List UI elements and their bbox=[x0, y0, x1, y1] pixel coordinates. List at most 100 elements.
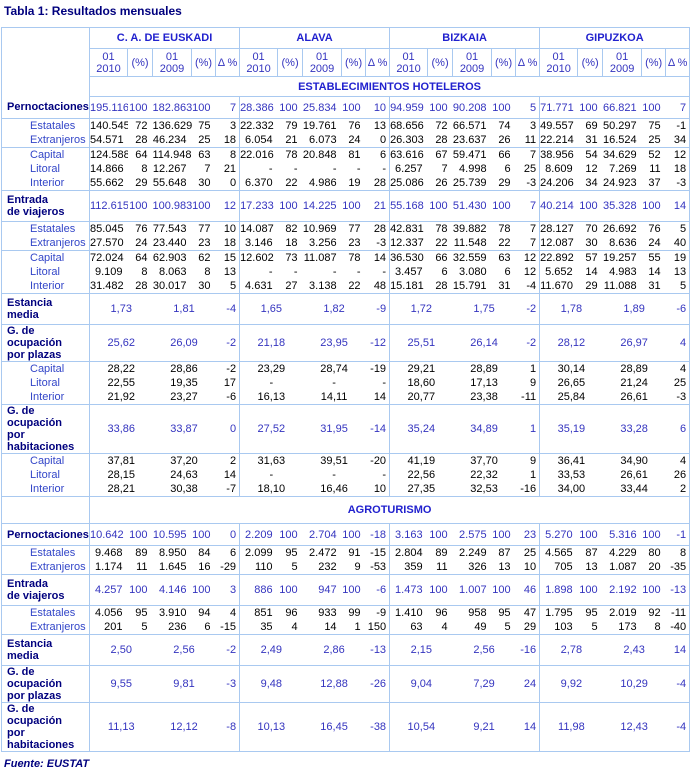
value-cell: 71.771 bbox=[539, 96, 578, 119]
value-cell: 47 bbox=[523, 607, 537, 619]
row-label: Extranjeros bbox=[1, 620, 90, 635]
value-cell: -15 bbox=[370, 547, 387, 559]
value-cell: 1.795 bbox=[539, 605, 578, 620]
value-cell: 2.192 bbox=[602, 574, 642, 606]
value-cell: 78 bbox=[498, 223, 511, 235]
value-cell: 30 bbox=[191, 176, 216, 191]
table-row: G. de ocupación por habitaciones 11,13 12,… bbox=[1, 702, 690, 752]
value-cell: 14.866 bbox=[89, 162, 128, 176]
value-cell: 10,13 bbox=[239, 702, 303, 752]
value-cell: 12,88 bbox=[302, 665, 366, 703]
value-cell: 14 bbox=[585, 266, 598, 278]
value-cell: 9,55 bbox=[89, 665, 153, 703]
corner-cell bbox=[1, 27, 90, 97]
value-cell: 2.209 bbox=[239, 523, 278, 546]
value-cell: 23,27 bbox=[152, 390, 216, 405]
value-cell: - bbox=[332, 163, 337, 175]
value-cell: -1 bbox=[665, 523, 690, 546]
value-cell: 100 bbox=[277, 96, 303, 119]
value-cell: 14 bbox=[665, 190, 690, 222]
value-cell: 14 bbox=[665, 634, 690, 666]
value-cell: 12 bbox=[523, 266, 537, 278]
value-cell: 1 bbox=[530, 469, 537, 481]
value-cell: 15 bbox=[223, 252, 237, 264]
value-cell: 5 bbox=[215, 279, 240, 294]
value-cell: 19.761 bbox=[302, 120, 337, 132]
value-cell: 6 bbox=[504, 163, 511, 175]
value-cell: 18 bbox=[277, 236, 303, 251]
value-cell: 77 bbox=[198, 223, 211, 235]
value-cell: 8.636 bbox=[602, 236, 642, 251]
value-cell: 100 bbox=[277, 523, 303, 546]
value-cell: 11.087 bbox=[303, 252, 337, 264]
value-cell: -53 bbox=[365, 560, 390, 575]
value-cell: 25,84 bbox=[539, 390, 603, 405]
value-cell: 100 bbox=[491, 190, 516, 222]
value-cell: 12,43 bbox=[602, 702, 666, 752]
column-header: Δ % bbox=[515, 48, 540, 77]
value-cell: 21,92 bbox=[89, 390, 153, 405]
value-cell: 4 bbox=[277, 620, 303, 635]
value-cell: 28 bbox=[127, 133, 153, 148]
table-body: C. A. DE EUSKADI ALAVA BIZKAIA GIPUZKOA 01 20… bbox=[1, 27, 690, 752]
value-cell: 100 bbox=[127, 523, 153, 546]
value-cell: 2.575 bbox=[452, 523, 492, 546]
value-cell: - bbox=[356, 266, 361, 278]
value-cell: 14 bbox=[515, 702, 540, 752]
value-cell: 0 bbox=[365, 133, 390, 148]
value-cell: 100 bbox=[577, 190, 603, 222]
value-cell: 87 bbox=[585, 547, 598, 559]
row-label: Estancia media bbox=[1, 293, 90, 325]
value-cell: -38 bbox=[365, 702, 390, 752]
value-cell: 94 bbox=[198, 607, 211, 619]
value-cell: 24,63 bbox=[170, 469, 198, 481]
value-cell: 9,92 bbox=[539, 665, 603, 703]
value-cell: 12.337 bbox=[389, 236, 428, 251]
table-row: Estatales 4.056 95 3.910 94 4 851 96 933 99 -9 1.41… bbox=[1, 605, 690, 620]
row-label: Estatales bbox=[1, 118, 90, 133]
value-cell: 326 bbox=[452, 560, 492, 575]
value-cell: 6.257 bbox=[389, 162, 428, 176]
value-cell: 25 bbox=[523, 547, 537, 559]
value-cell: 23,29 bbox=[239, 361, 303, 376]
value-cell: 1,75 bbox=[452, 293, 516, 325]
value-cell: 28,89 bbox=[620, 363, 648, 375]
row-label: Litoral bbox=[1, 468, 90, 482]
value-cell: 77 bbox=[348, 223, 361, 235]
value-cell: 851 bbox=[239, 605, 278, 620]
value-cell: 34.629 bbox=[602, 149, 637, 161]
value-cell: 6 bbox=[504, 266, 511, 278]
value-cell: 8 bbox=[141, 266, 148, 278]
value-cell: - bbox=[293, 163, 298, 175]
row-label: Litoral bbox=[1, 162, 90, 176]
row-label: Interior bbox=[1, 176, 90, 191]
value-cell: 100.983 bbox=[152, 190, 192, 222]
value-cell: 32,53 bbox=[452, 482, 516, 497]
value-cell: 7,29 bbox=[452, 665, 516, 703]
value-cell: -6 bbox=[215, 390, 240, 405]
value-cell: 2.019 bbox=[609, 607, 637, 619]
value-cell: 31,95 bbox=[302, 404, 366, 454]
value-cell: - bbox=[239, 162, 278, 176]
value-cell: - bbox=[239, 376, 303, 390]
value-cell: 5 bbox=[277, 560, 303, 575]
value-cell: 11.670 bbox=[539, 279, 578, 294]
value-cell: 9 bbox=[530, 377, 537, 389]
table-row: Extranjeros 201 5 236 6 -15 35 4 14 1 150 63 4 49 5 29 1… bbox=[1, 620, 690, 635]
value-cell: 4.056 bbox=[89, 605, 128, 620]
value-cell: 95 bbox=[135, 607, 148, 619]
value-cell: 25.834 bbox=[302, 96, 342, 119]
value-cell: 195.116 bbox=[89, 96, 128, 119]
value-cell: -4 bbox=[215, 293, 240, 325]
table-row: G. de ocupación por habitaciones 33,86 33,… bbox=[1, 404, 690, 454]
region-header: ALAVA bbox=[239, 27, 390, 49]
value-cell: 26 bbox=[427, 176, 453, 191]
value-cell: 25.086 bbox=[389, 176, 428, 191]
value-cell: 20 bbox=[641, 560, 666, 575]
value-cell: 4.229 bbox=[609, 547, 637, 559]
value-cell: 81 bbox=[348, 149, 361, 161]
table-row: G. de ocupación por plazas 9,55 9,81 -3 9,48… bbox=[1, 665, 690, 703]
value-cell: 100 bbox=[191, 96, 216, 119]
value-cell: 11 bbox=[427, 560, 453, 575]
value-cell: 8.609 bbox=[539, 162, 578, 176]
